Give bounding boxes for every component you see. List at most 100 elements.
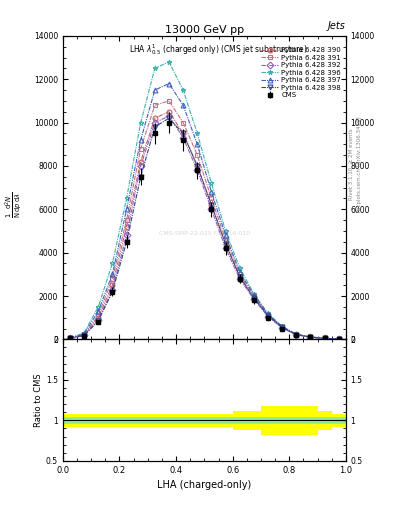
Pythia 6.428 398: [195, 163, 200, 169]
Pythia 6.428 390: [124, 224, 129, 230]
Pythia 6.428 390: [110, 282, 115, 288]
Pythia 6.428 397: [209, 189, 214, 195]
Pythia 6.428 397: [223, 232, 228, 239]
Pythia 6.428 390: [252, 295, 256, 301]
Pythia 6.428 391: [82, 332, 86, 338]
Pythia 6.428 396: [124, 196, 129, 202]
Pythia 6.428 398: [124, 239, 129, 245]
Pythia 6.428 392: [209, 206, 214, 212]
Pythia 6.428 396: [181, 87, 185, 93]
Pythia 6.428 398: [266, 312, 270, 318]
Pythia 6.428 396: [96, 304, 101, 310]
Pythia 6.428 390: [82, 332, 86, 338]
Pythia 6.428 398: [280, 325, 285, 331]
Pythia 6.428 390: [280, 325, 285, 331]
Pythia 6.428 398: [167, 115, 171, 121]
Pythia 6.428 391: [294, 331, 299, 337]
Pythia 6.428 392: [68, 335, 72, 342]
Pythia 6.428 398: [237, 273, 242, 280]
Pythia 6.428 397: [237, 269, 242, 275]
Pythia 6.428 392: [96, 317, 101, 323]
Pythia 6.428 390: [68, 335, 72, 341]
Pythia 6.428 391: [181, 119, 185, 125]
Pythia 6.428 390: [308, 334, 313, 340]
Line: Pythia 6.428 392: Pythia 6.428 392: [68, 114, 341, 342]
Text: CMS-SMP-22-015 FSQ-16-010: CMS-SMP-22-015 FSQ-16-010: [159, 230, 250, 236]
Pythia 6.428 398: [68, 335, 72, 342]
Pythia 6.428 397: [294, 331, 299, 337]
Text: LHA $\lambda^{1}_{0.5}$ (charged only) (CMS jet substructure): LHA $\lambda^{1}_{0.5}$ (charged only) (…: [129, 42, 308, 57]
Pythia 6.428 392: [308, 334, 313, 340]
Pythia 6.428 391: [223, 237, 228, 243]
Pythia 6.428 391: [167, 98, 171, 104]
Pythia 6.428 392: [294, 332, 299, 338]
Pythia 6.428 390: [195, 163, 200, 169]
Pythia 6.428 391: [336, 336, 341, 342]
Pythia 6.428 392: [110, 286, 115, 292]
Pythia 6.428 396: [237, 265, 242, 271]
Pythia 6.428 398: [181, 131, 185, 137]
Pythia 6.428 397: [124, 206, 129, 212]
Pythia 6.428 397: [68, 335, 72, 341]
Pythia 6.428 391: [252, 293, 256, 299]
Pythia 6.428 390: [96, 315, 101, 321]
Pythia 6.428 392: [124, 232, 129, 239]
Pythia 6.428 391: [322, 335, 327, 342]
Text: $\frac{1}{\mathrm{N}}\frac{\mathrm{d}^2N}{\mathrm{d}p\,\mathrm{d}\lambda}$: $\frac{1}{\mathrm{N}}\frac{\mathrm{d}^2N…: [4, 191, 24, 218]
Pythia 6.428 398: [82, 332, 86, 338]
Pythia 6.428 390: [167, 109, 171, 115]
Pythia 6.428 391: [308, 334, 313, 340]
Pythia 6.428 396: [280, 323, 285, 329]
Pythia 6.428 396: [68, 335, 72, 341]
Pythia 6.428 390: [237, 273, 242, 280]
Pythia 6.428 392: [280, 325, 285, 331]
X-axis label: LHA (charged-only): LHA (charged-only): [157, 480, 252, 490]
Pythia 6.428 398: [152, 124, 157, 130]
Text: Jets: Jets: [328, 22, 346, 31]
Pythia 6.428 396: [308, 334, 313, 340]
Pythia 6.428 392: [195, 167, 200, 174]
Pythia 6.428 397: [308, 334, 313, 340]
Pythia 6.428 392: [237, 275, 242, 282]
Pythia 6.428 397: [110, 271, 115, 278]
Pythia 6.428 398: [138, 174, 143, 180]
Pythia 6.428 398: [322, 335, 327, 342]
Pythia 6.428 397: [336, 336, 341, 342]
Text: Rivet 3.1.10, ≥ 2M events: Rivet 3.1.10, ≥ 2M events: [349, 128, 354, 200]
Pythia 6.428 391: [152, 102, 157, 109]
Pythia 6.428 392: [152, 119, 157, 125]
Pythia 6.428 390: [181, 131, 185, 137]
Pythia 6.428 397: [181, 102, 185, 109]
Pythia 6.428 398: [110, 289, 115, 295]
Pythia 6.428 396: [266, 310, 270, 316]
Pythia 6.428 390: [138, 159, 143, 165]
Pythia 6.428 397: [322, 335, 327, 342]
Pythia 6.428 396: [252, 291, 256, 297]
Pythia 6.428 392: [82, 332, 86, 338]
Pythia 6.428 392: [223, 245, 228, 251]
Legend: Pythia 6.428 390, Pythia 6.428 391, Pythia 6.428 392, Pythia 6.428 396, Pythia 6: Pythia 6.428 390, Pythia 6.428 391, Pyth…: [260, 46, 342, 100]
Pythia 6.428 397: [252, 292, 256, 298]
Pythia 6.428 392: [167, 113, 171, 119]
Pythia 6.428 390: [152, 115, 157, 121]
Pythia 6.428 390: [223, 241, 228, 247]
Pythia 6.428 397: [266, 311, 270, 317]
Pythia 6.428 392: [138, 163, 143, 169]
Pythia 6.428 396: [152, 66, 157, 72]
Pythia 6.428 390: [336, 336, 341, 342]
Pythia 6.428 397: [152, 87, 157, 93]
Pythia 6.428 392: [181, 135, 185, 141]
Pythia 6.428 396: [138, 119, 143, 125]
Pythia 6.428 397: [195, 141, 200, 147]
Pythia 6.428 391: [110, 275, 115, 282]
Pythia 6.428 392: [322, 335, 327, 342]
Line: Pythia 6.428 390: Pythia 6.428 390: [68, 109, 341, 342]
Pythia 6.428 390: [294, 332, 299, 338]
Pythia 6.428 397: [138, 137, 143, 143]
Pythia 6.428 396: [110, 261, 115, 267]
Pythia 6.428 390: [322, 335, 327, 342]
Pythia 6.428 396: [167, 59, 171, 65]
Pythia 6.428 398: [294, 332, 299, 338]
Pythia 6.428 398: [308, 334, 313, 340]
Pythia 6.428 396: [209, 180, 214, 186]
